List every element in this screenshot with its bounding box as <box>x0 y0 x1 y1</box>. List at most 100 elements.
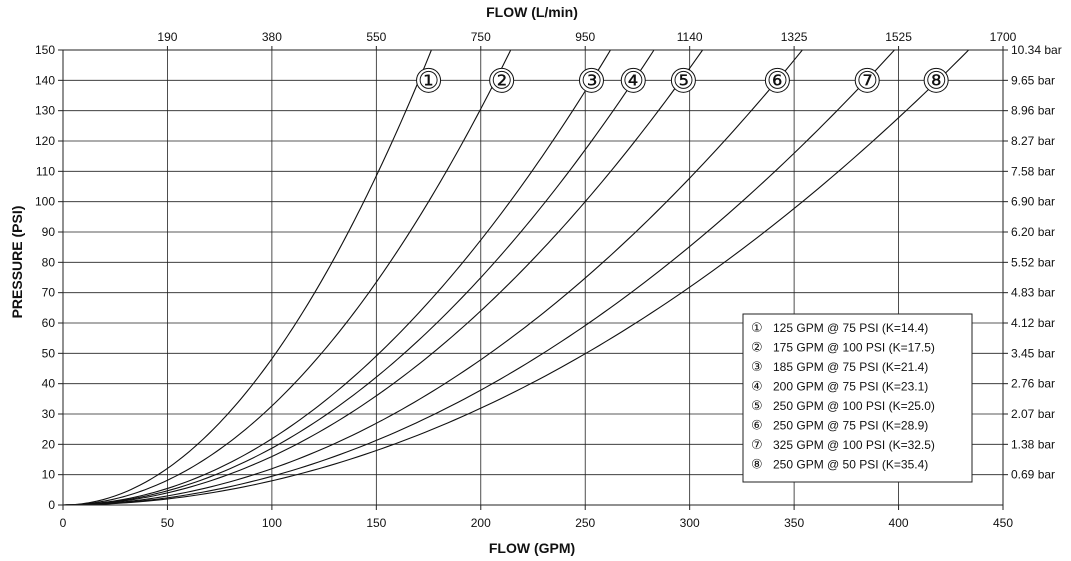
series-line-4 <box>62 49 655 506</box>
curve-label-circle <box>416 67 442 93</box>
right-tick-label: 6.20 bar <box>1011 225 1055 239</box>
y-tick-label: 120 <box>35 134 55 148</box>
y-tick-label: 140 <box>35 73 55 87</box>
x-tick-label: 150 <box>366 516 386 530</box>
legend-marker: ⑦ <box>751 438 763 453</box>
top-tick-label: 1525 <box>885 30 912 44</box>
right-tick-label: 1.38 bar <box>1011 437 1055 451</box>
series-line-5 <box>62 49 704 506</box>
top-tick-label: 950 <box>575 30 595 44</box>
y-tick-label: 50 <box>42 346 56 360</box>
right-tick-label: 0.69 bar <box>1011 468 1055 482</box>
curves <box>62 49 970 506</box>
curve-label-circle <box>578 67 604 93</box>
x-tick-label: 50 <box>161 516 175 530</box>
x-tick-label: 100 <box>262 516 282 530</box>
y-tick-label: 10 <box>42 468 56 482</box>
legend-entry: 175 GPM @ 100 PSI (K=17.5) <box>773 341 935 355</box>
y-tick-label: 130 <box>35 104 55 118</box>
legend-marker: ② <box>751 341 763 356</box>
curve-label-marker: ② <box>491 66 513 94</box>
top-tick-label: 190 <box>157 30 177 44</box>
top-axis-title: FLOW (L/min) <box>486 4 578 20</box>
curve-label-marker: ③ <box>581 66 603 94</box>
top-tick-label: 550 <box>366 30 386 44</box>
y-tick-label: 60 <box>42 316 56 330</box>
right-tick-label: 4.12 bar <box>1011 316 1055 330</box>
y-tick-label: 100 <box>35 195 55 209</box>
right-tick-label: 7.58 bar <box>1011 164 1055 178</box>
top-tick-label: 1140 <box>677 30 703 44</box>
legend-entry: 250 GPM @ 75 PSI (K=28.9) <box>773 419 928 433</box>
y-tick-label: 90 <box>42 225 56 239</box>
curve-label-circle <box>764 67 790 93</box>
curve-label-marker: ⑧ <box>925 66 947 94</box>
curve-label-circle <box>923 67 949 93</box>
right-tick-label: 3.45 bar <box>1011 346 1055 360</box>
right-tick-label: 9.65 bar <box>1011 73 1055 87</box>
x-tick-label: 400 <box>889 516 909 530</box>
plot-frame <box>62 49 1004 506</box>
legend-box <box>742 313 973 483</box>
legend-marker: ⑤ <box>751 399 763 414</box>
y-axis-title: PRESSURE (PSI) <box>9 206 25 319</box>
legend-marker: ⑥ <box>751 419 763 434</box>
x-axis-title: FLOW (GPM) <box>489 540 575 556</box>
curve-label-marker: ⑤ <box>673 66 695 94</box>
legend-entry: 200 GPM @ 75 PSI (K=23.1) <box>773 380 928 394</box>
x-tick-label: 300 <box>680 516 700 530</box>
legend-marker: ① <box>751 321 763 336</box>
legend-entry: 325 GPM @ 100 PSI (K=32.5) <box>773 438 935 452</box>
axes: 0 50 100 150 200 250 300 350 400 450 0 10 20 30 40 50 60… <box>35 30 1062 530</box>
right-tick-label: 6.90 bar <box>1011 195 1055 209</box>
legend-entry: 125 GPM @ 75 PSI (K=14.4) <box>773 321 928 335</box>
x-tick-label: 350 <box>784 516 804 530</box>
series-line-3 <box>62 49 611 506</box>
legend-marker: ③ <box>751 360 763 375</box>
right-tick-label: 4.83 bar <box>1011 286 1055 300</box>
grid <box>63 50 1003 505</box>
right-tick-label: 8.96 bar <box>1011 104 1055 118</box>
right-tick-label: 10.34 bar <box>1011 43 1062 57</box>
series-line-6 <box>62 49 803 506</box>
right-tick-label: 2.76 bar <box>1011 377 1055 391</box>
y-tick-label: 150 <box>35 43 55 57</box>
curve-label-circle <box>489 67 515 93</box>
curve-label-marker: ⑦ <box>856 66 878 94</box>
series-line-8 <box>62 49 970 506</box>
legend: ① 125 GPM @ 75 PSI (K=14.4) ② 175 GPM @ 100… <box>742 313 973 483</box>
top-tick-label: 1325 <box>781 30 808 44</box>
legend-marker: ⑧ <box>751 458 763 473</box>
curve-label-circle <box>670 67 696 93</box>
top-tick-label: 380 <box>262 30 282 44</box>
legend-marker: ④ <box>751 380 763 395</box>
top-tick-label: 750 <box>471 30 491 44</box>
right-tick-label: 5.52 bar <box>1011 255 1055 269</box>
series-line-2 <box>62 49 512 506</box>
legend-entry: 250 GPM @ 50 PSI (K=35.4) <box>773 458 928 472</box>
series-line-1 <box>62 49 432 506</box>
x-tick-label: 450 <box>993 516 1013 530</box>
y-tick-label: 110 <box>36 164 55 178</box>
x-tick-label: 250 <box>575 516 595 530</box>
curve-label-marker: ⑥ <box>767 66 789 94</box>
y-tick-label: 20 <box>42 437 56 451</box>
curve-label-circle <box>620 67 646 93</box>
x-tick-label: 200 <box>471 516 491 530</box>
top-tick-label: 1700 <box>990 30 1017 44</box>
right-tick-label: 2.07 bar <box>1011 407 1055 421</box>
curve-label-circle <box>854 67 880 93</box>
y-tick-label: 70 <box>42 286 56 300</box>
y-tick-label: 80 <box>42 255 56 269</box>
curve-label-marker: ① <box>418 66 440 94</box>
series-line-7 <box>62 49 895 506</box>
y-tick-label: 30 <box>42 407 56 421</box>
y-tick-label: 40 <box>42 377 56 391</box>
legend-entry: 185 GPM @ 75 PSI (K=21.4) <box>773 360 928 374</box>
y-tick-label: 0 <box>48 498 55 512</box>
x-tick-label: 0 <box>60 516 67 530</box>
right-tick-label: 8.27 bar <box>1011 134 1055 148</box>
